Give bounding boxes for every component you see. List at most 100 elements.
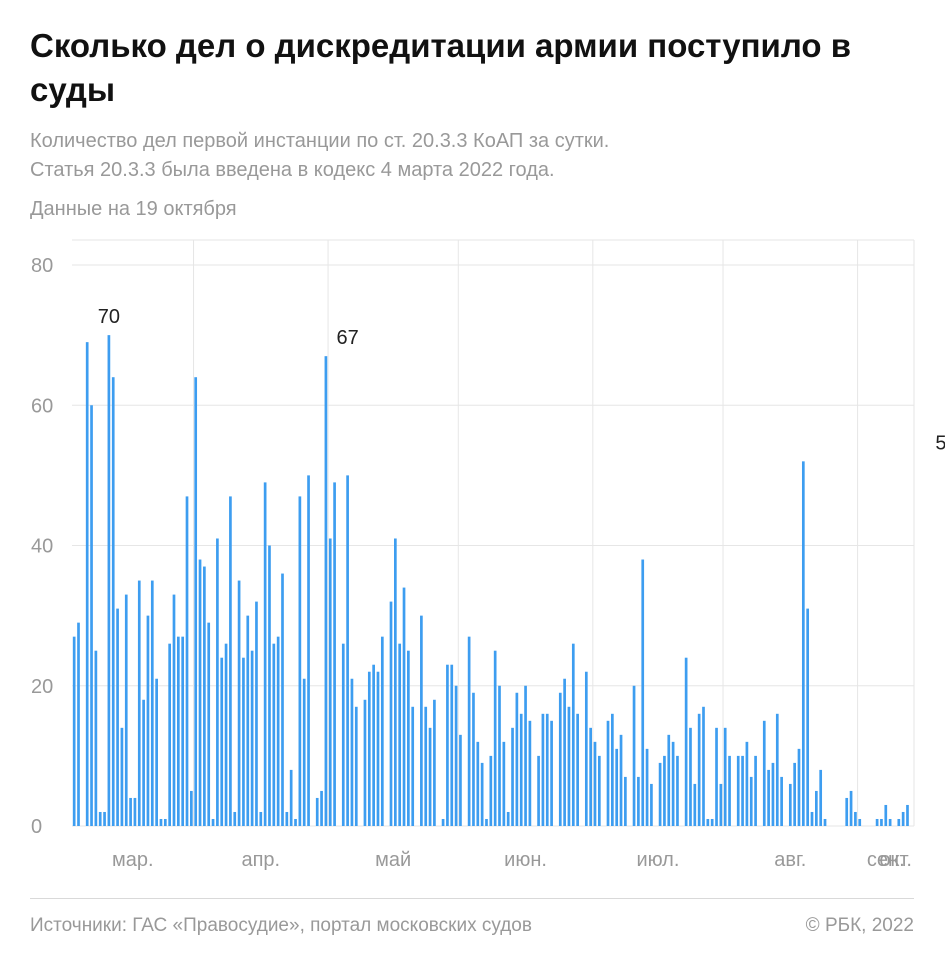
bar	[593, 741, 597, 826]
bar	[224, 643, 228, 826]
bar	[185, 496, 189, 826]
bar	[780, 776, 783, 826]
bar	[710, 818, 714, 826]
bar	[480, 762, 484, 826]
x-month-label: май	[375, 849, 411, 871]
bar	[637, 776, 640, 826]
bar	[107, 335, 111, 827]
bar	[624, 776, 627, 826]
peak-value-label: 52	[935, 432, 945, 454]
bar	[584, 671, 588, 826]
bar	[493, 650, 497, 826]
bar	[320, 790, 323, 826]
bar	[741, 755, 744, 827]
bar	[116, 608, 119, 826]
bar	[407, 650, 410, 826]
bar	[289, 769, 293, 826]
bar	[72, 636, 76, 826]
y-tick-label: 40	[31, 536, 53, 558]
x-month-label: апр.	[241, 849, 280, 871]
bar	[485, 818, 488, 826]
bar	[446, 664, 449, 826]
bar	[420, 615, 423, 827]
y-tick-label: 60	[31, 395, 53, 417]
bar	[641, 559, 645, 826]
bar	[394, 538, 397, 826]
bar	[767, 769, 770, 826]
bar	[307, 475, 310, 827]
bar	[467, 636, 471, 826]
bar	[428, 727, 432, 826]
bar	[259, 811, 263, 826]
bar	[511, 727, 514, 826]
bar	[85, 342, 89, 826]
copyright: © РБК, 2022	[805, 915, 914, 936]
bar	[619, 734, 623, 826]
source-note: Источники: ГАС «Правосудие», портал моск…	[30, 915, 532, 936]
bar	[346, 475, 349, 827]
bar	[537, 755, 540, 827]
bar	[129, 797, 132, 826]
bar	[645, 748, 649, 826]
bar	[658, 762, 662, 826]
bar	[897, 818, 901, 826]
bar	[606, 720, 610, 826]
chart-subtitle-line-2: Статья 20.3.3 была введена в кодекс 4 ма…	[30, 159, 555, 181]
bar	[797, 748, 801, 826]
bar	[550, 720, 553, 826]
bar	[341, 643, 345, 826]
bar	[354, 706, 358, 826]
bar	[815, 790, 818, 826]
bar	[884, 804, 888, 826]
bar	[298, 496, 302, 826]
bar	[489, 755, 493, 827]
bar	[389, 601, 393, 826]
bar	[715, 727, 718, 826]
bar	[237, 580, 241, 826]
bar	[706, 818, 710, 826]
bar	[663, 755, 666, 827]
bar	[246, 615, 250, 827]
bar	[402, 587, 406, 826]
bar	[424, 706, 428, 826]
bar	[749, 776, 753, 826]
bar	[120, 727, 124, 826]
bar	[728, 755, 731, 827]
bar	[671, 741, 675, 826]
chart-subtitle-line-1: Количество дел первой инстанции по ст. 2…	[30, 130, 610, 152]
bar	[845, 797, 849, 826]
bar	[285, 811, 289, 826]
bar	[515, 692, 519, 826]
bar	[719, 783, 723, 826]
bar	[216, 538, 219, 826]
y-tick-label: 0	[31, 816, 42, 838]
bar	[880, 818, 883, 826]
bar	[159, 818, 163, 826]
bar	[211, 818, 215, 826]
peak-value-label: 70	[98, 306, 120, 328]
bar	[103, 811, 106, 826]
x-month-label: окт.	[879, 849, 912, 871]
bar	[823, 818, 827, 826]
bar	[810, 811, 814, 826]
bar	[858, 818, 862, 826]
bar	[745, 741, 749, 826]
bar	[806, 608, 810, 826]
bar	[762, 720, 766, 826]
bar	[615, 748, 619, 826]
bar	[684, 657, 688, 826]
bar	[611, 713, 614, 826]
grid-layer	[72, 239, 915, 827]
bar-chart: 0 20 40 60 80 70 67 52 мар. апр. май июн. июл. авг. се…	[31, 239, 945, 871]
bar	[220, 657, 224, 826]
bar	[294, 818, 297, 826]
bar	[98, 811, 102, 826]
footer-divider	[30, 898, 914, 899]
bar	[376, 671, 380, 826]
bar	[441, 818, 445, 826]
bar	[372, 664, 375, 826]
bar	[276, 636, 280, 826]
bar	[875, 818, 879, 826]
bar	[506, 811, 510, 826]
x-month-label: июл.	[636, 849, 679, 871]
